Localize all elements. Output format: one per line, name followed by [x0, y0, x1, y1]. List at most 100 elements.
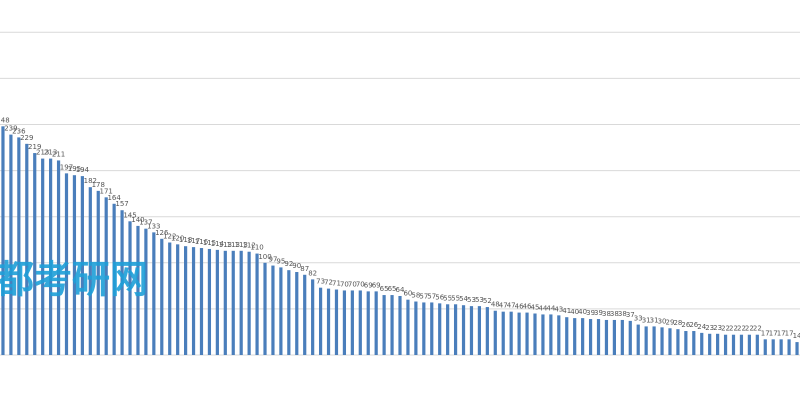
value-label: 236 — [12, 127, 26, 135]
bar — [144, 228, 148, 355]
value-label: 26 — [681, 321, 690, 329]
value-label: 17 — [769, 329, 778, 337]
value-label: 90 — [292, 262, 301, 270]
value-label: 69 — [372, 281, 381, 289]
bar — [747, 334, 751, 355]
bar — [636, 324, 640, 355]
bar — [668, 328, 672, 355]
value-label: 115 — [203, 239, 216, 247]
value-label: 53 — [467, 296, 476, 304]
bar — [708, 333, 712, 355]
bar — [366, 291, 370, 355]
value-label: 112 — [242, 242, 255, 250]
value-label: 87 — [300, 265, 309, 273]
bar — [303, 274, 307, 355]
value-label: 38 — [602, 310, 611, 318]
value-label: 140 — [131, 216, 144, 224]
value-label: 70 — [340, 280, 349, 288]
value-label: 39 — [594, 309, 603, 317]
value-label: 47 — [507, 302, 516, 310]
bar — [390, 295, 394, 355]
bar — [160, 238, 164, 355]
value-label: 46 — [523, 303, 532, 311]
bar — [755, 334, 759, 355]
value-label: 28 — [673, 319, 682, 327]
bar — [763, 339, 767, 355]
value-label: 31 — [642, 316, 651, 324]
value-label: 100 — [258, 253, 271, 261]
bar — [446, 304, 450, 355]
value-label: 113 — [219, 241, 232, 249]
bar — [279, 267, 283, 355]
value-label: 57 — [427, 292, 436, 300]
value-label: 171 — [100, 187, 113, 195]
value-label: 48 — [491, 301, 500, 309]
value-label: 23 — [713, 324, 722, 332]
bar — [493, 310, 497, 355]
value-label: 64 — [396, 286, 405, 294]
bar — [136, 225, 140, 355]
value-label: 55 — [451, 294, 460, 302]
value-label: 22 — [729, 325, 738, 333]
value-label: 126 — [155, 229, 169, 237]
bar — [739, 334, 744, 355]
value-label: 56 — [435, 293, 444, 301]
value-label: 72 — [324, 279, 333, 287]
value-label: 133 — [147, 222, 160, 230]
bar — [168, 242, 172, 355]
value-label: 120 — [171, 234, 184, 242]
value-label: 58 — [411, 292, 420, 300]
bar — [430, 302, 434, 355]
bar — [620, 319, 624, 355]
bar — [247, 251, 251, 355]
value-label: 95 — [276, 257, 285, 265]
bar — [9, 134, 13, 355]
bar — [231, 250, 235, 355]
value-label: 71 — [332, 280, 341, 288]
bar — [565, 317, 569, 355]
value-label: 178 — [92, 181, 105, 189]
value-label: 17 — [785, 329, 794, 337]
bar — [191, 247, 196, 355]
value-label: 70 — [356, 280, 365, 288]
value-label: 17 — [777, 329, 786, 337]
value-label: 69 — [364, 281, 373, 289]
value-label: 22 — [753, 325, 762, 333]
value-label: 55 — [443, 294, 452, 302]
value-label: 26 — [689, 321, 698, 329]
value-label: 114 — [211, 240, 225, 248]
value-label: 97 — [268, 256, 277, 264]
bar — [517, 312, 521, 355]
bar — [684, 331, 688, 355]
value-label: 213 — [36, 149, 49, 157]
value-label: 219 — [28, 143, 41, 151]
value-label: 122 — [163, 233, 176, 241]
bar — [652, 326, 656, 355]
bar — [453, 304, 458, 355]
value-label: 22 — [737, 325, 746, 333]
bar — [525, 312, 529, 355]
bar — [271, 265, 275, 355]
value-label: 239 — [4, 125, 17, 133]
bar — [716, 333, 720, 355]
value-label: 24 — [697, 323, 706, 331]
bar — [88, 187, 92, 355]
bar — [422, 302, 426, 355]
bar — [382, 295, 386, 355]
bar — [557, 315, 561, 355]
value-label: 57 — [419, 292, 428, 300]
bar — [128, 221, 132, 355]
value-label: 182 — [84, 177, 97, 185]
value-label: 14 — [793, 332, 800, 340]
bar — [342, 290, 347, 355]
value-label: 92 — [284, 260, 293, 268]
bar — [295, 272, 299, 355]
bar — [700, 332, 704, 355]
value-label: 22 — [721, 325, 730, 333]
value-label: 31 — [650, 316, 659, 324]
bar — [350, 290, 354, 355]
bar — [326, 288, 331, 355]
bar — [485, 307, 489, 355]
bar — [80, 176, 84, 355]
bar — [644, 326, 648, 355]
